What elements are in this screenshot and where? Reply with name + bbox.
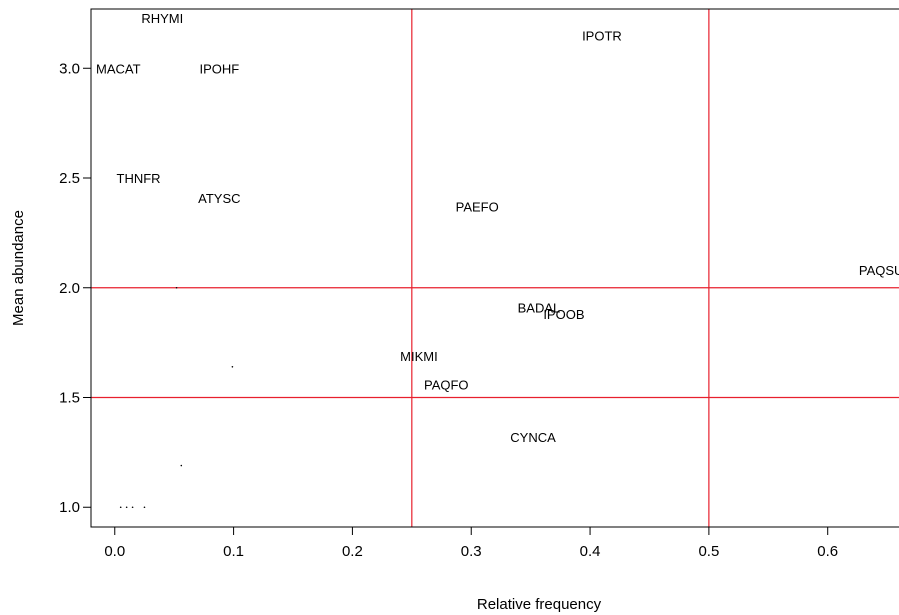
point-labels: RHYMI IPOTR MACAT IPOHF THNFR ATYSC PAEFO PAQSU… (96, 11, 899, 445)
y-tick-label: 1.0 (59, 499, 80, 516)
point-markers (119, 286, 234, 509)
point-label: MACAT (96, 61, 141, 76)
point-label: RHYMI (141, 11, 183, 26)
x-tick-label: 0.5 (698, 543, 719, 560)
point-label: PAEFO (456, 200, 499, 215)
x-tick-label: 0.4 (580, 543, 601, 560)
point-dot (143, 506, 146, 509)
point-label: IPOTR (582, 28, 622, 43)
point-label: IPOHF (199, 61, 239, 76)
y-axis-title: Mean abundance (10, 210, 27, 326)
plot-frame (90, 8, 899, 528)
point-label: THNFR (117, 171, 161, 186)
x-tick-label: 0.1 (223, 543, 244, 560)
point-dot (119, 506, 122, 509)
point-label: PAQFO (424, 377, 469, 392)
x-tick-label: 0.0 (104, 543, 125, 560)
reference-lines (91, 9, 899, 527)
x-tick-label: 0.6 (817, 543, 838, 560)
point-label: CYNCA (510, 430, 556, 445)
point-dot (175, 286, 178, 289)
y-tick-label: 2.0 (59, 280, 80, 297)
point-dot (131, 506, 134, 509)
point-label: MIKMI (400, 349, 438, 364)
x-tick-label: 0.2 (342, 543, 363, 560)
point-dot (180, 464, 183, 467)
y-tick-label: 3.0 (59, 60, 80, 77)
y-tick-label: 1.5 (59, 390, 80, 407)
point-dot (231, 365, 234, 368)
point-label: ATYSC (198, 191, 240, 206)
y-axis: 1.0 1.5 2.0 2.5 3.0 (59, 60, 91, 516)
point-dot (125, 506, 128, 509)
point-label: BADAL (518, 301, 561, 316)
x-tick-label: 0.3 (461, 543, 482, 560)
point-label: IPOOB (543, 307, 584, 322)
x-axis-title: Relative frequency (477, 596, 602, 613)
x-axis: 0.0 0.1 0.2 0.3 0.4 0.5 0.6 (104, 527, 838, 560)
y-tick-label: 2.5 (59, 170, 80, 187)
point-label: PAQSU (859, 263, 899, 278)
